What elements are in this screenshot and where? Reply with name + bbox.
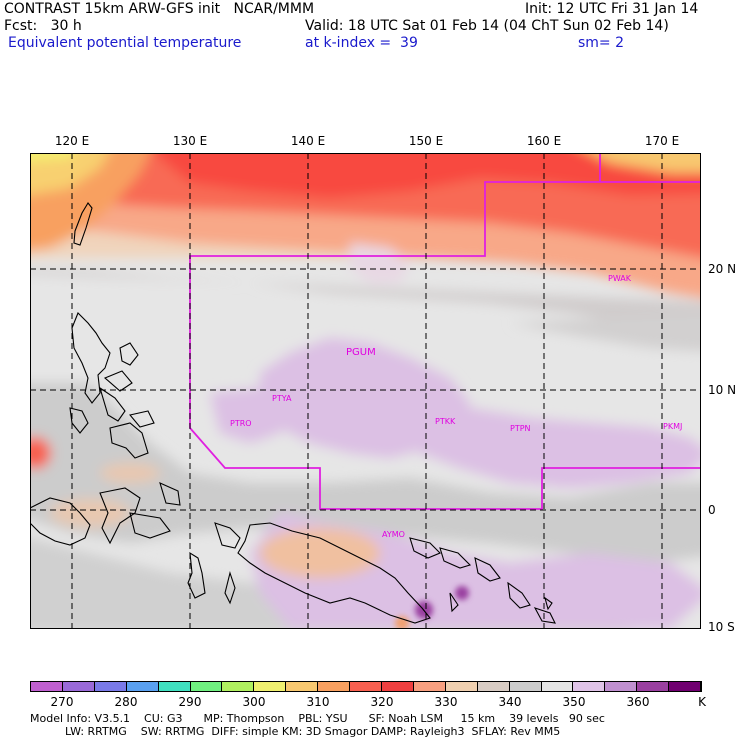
- colorbar: [30, 681, 702, 692]
- lon-label-140: 140 E: [290, 134, 326, 148]
- colorbar-cell: [509, 682, 542, 691]
- colorbar-cell: [31, 682, 63, 691]
- smoothing-label: sm= 2: [578, 35, 625, 51]
- theta-e-map: PWAK PGUM PTYA PTRO PTKK PTPN PKMJ AYMO: [30, 153, 701, 629]
- lon-label-130: 130 E: [172, 134, 208, 148]
- colorbar-label: 270: [50, 695, 74, 709]
- lon-label-120: 120 E: [54, 134, 90, 148]
- colorbar-cell: [605, 682, 638, 691]
- colorbar-cell: [126, 682, 159, 691]
- station-aymo: AYMO: [382, 530, 405, 539]
- header-forecast-hour: Fcst: 30 h: [4, 18, 82, 34]
- colorbar-cell: [190, 682, 223, 691]
- lat-label-10n: 10 N: [708, 383, 737, 397]
- lat-label-20n: 20 N: [708, 262, 737, 276]
- station-pwak: PWAK: [608, 274, 632, 283]
- colorbar-unit: K: [698, 695, 706, 709]
- colorbar-cell: [381, 682, 414, 691]
- colorbar-cell: [286, 682, 319, 691]
- colorbar-cell: [62, 682, 95, 691]
- colorbar-cell: [254, 682, 287, 691]
- lon-label-170: 170 E: [644, 134, 680, 148]
- colorbar-cell: [158, 682, 191, 691]
- field-name: Equivalent potential temperature: [8, 35, 242, 51]
- colorbar-label: 300: [242, 695, 266, 709]
- header-title: CONTRAST 15km ARW-GFS init NCAR/MMM: [4, 1, 315, 17]
- model-info-line2: LW: RRTMG SW: RRTMG DIFF: simple KM: 3D …: [30, 725, 561, 738]
- colorbar-label: 340: [498, 695, 522, 709]
- colorbar-cell: [94, 682, 127, 691]
- colorbar-label: 280: [114, 695, 138, 709]
- header-init-time: Init: 12 UTC Fri 31 Jan 14: [525, 1, 699, 17]
- station-pgum: PGUM: [346, 347, 376, 358]
- colorbar-cell: [445, 682, 478, 691]
- theta-e-field: [30, 153, 701, 629]
- colorbar-label: 360: [626, 695, 650, 709]
- region-boundary: [189, 153, 701, 510]
- colorbar-label: 320: [370, 695, 394, 709]
- colorbar-label: 350: [562, 695, 586, 709]
- colorbar-label: 310: [306, 695, 330, 709]
- level-label: at k-index = 39: [305, 35, 418, 51]
- colorbar-cell: [350, 682, 382, 691]
- colorbar-cell: [573, 682, 606, 691]
- station-ptro: PTRO: [230, 419, 252, 428]
- model-info-line1: Model Info: V3.5.1 CU: G3 MP: Thompson P…: [30, 712, 605, 725]
- colorbar-cell: [669, 682, 702, 691]
- station-ptpn: PTPN: [510, 424, 531, 433]
- header-valid-time: Valid: 18 UTC Sat 01 Feb 14 (04 ChT Sun …: [305, 18, 669, 34]
- colorbar-cell: [318, 682, 351, 691]
- station-ptya: PTYA: [272, 394, 292, 403]
- lat-lon-grid: [30, 153, 701, 629]
- colorbar-cell: [413, 682, 446, 691]
- lon-label-160: 160 E: [526, 134, 562, 148]
- colorbar-cell: [477, 682, 510, 691]
- station-ptkk: PTKK: [435, 417, 456, 426]
- colorbar-cell: [222, 682, 255, 691]
- station-pkmj: PKMJ: [663, 422, 682, 431]
- lat-label-10s: 10 S: [708, 620, 735, 634]
- colorbar-label: 330: [434, 695, 458, 709]
- colorbar-cell: [637, 682, 670, 691]
- colorbar-label: 290: [178, 695, 202, 709]
- lon-label-150: 150 E: [408, 134, 444, 148]
- lat-label-0: 0: [708, 503, 716, 517]
- coastlines: [30, 202, 556, 624]
- colorbar-cell: [541, 682, 574, 691]
